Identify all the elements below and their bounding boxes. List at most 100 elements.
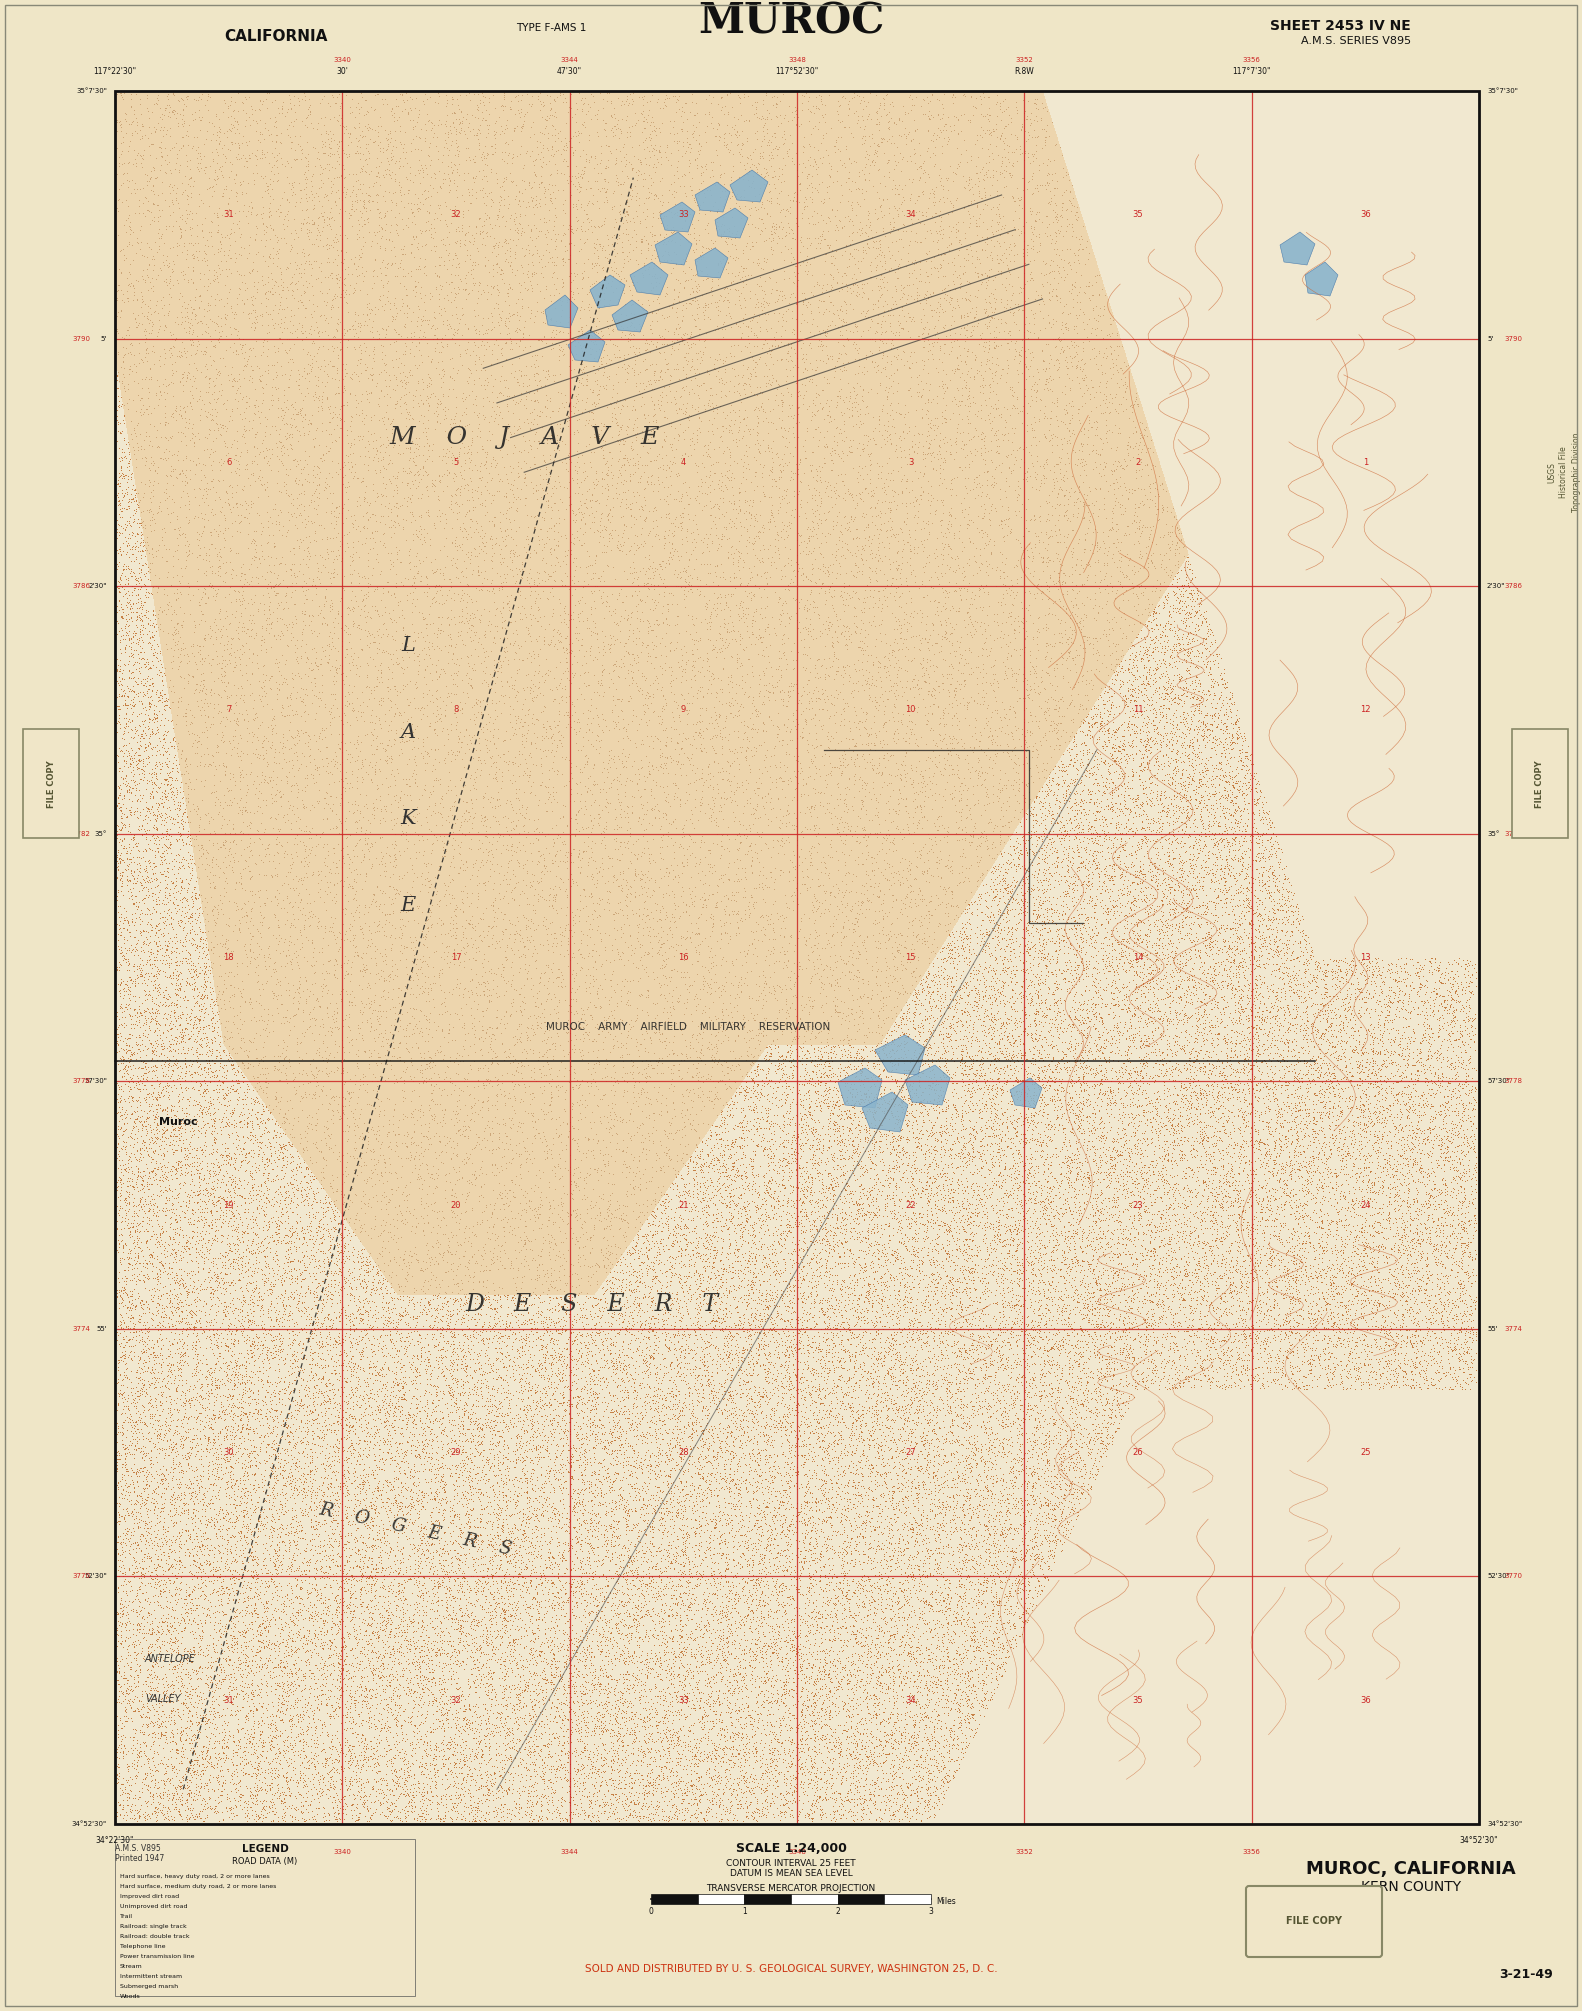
Text: MUROC, CALIFORNIA: MUROC, CALIFORNIA — [1307, 1860, 1516, 1878]
Text: 9: 9 — [680, 706, 687, 714]
Text: 3770: 3770 — [73, 1573, 90, 1579]
Text: 6: 6 — [226, 459, 231, 467]
Text: 3340: 3340 — [334, 1848, 351, 1854]
Text: 8: 8 — [454, 706, 459, 714]
Text: 35°: 35° — [1487, 831, 1500, 837]
Text: 3: 3 — [929, 1906, 933, 1916]
Text: 3782: 3782 — [1504, 831, 1522, 837]
Text: 11: 11 — [1133, 706, 1144, 714]
Text: 3774: 3774 — [73, 1325, 90, 1331]
Text: 5': 5' — [101, 336, 108, 342]
Text: 2'30": 2'30" — [1487, 583, 1506, 589]
Text: 55': 55' — [1487, 1325, 1498, 1331]
Text: 32: 32 — [451, 211, 462, 219]
Text: 3778: 3778 — [1504, 1078, 1522, 1084]
Polygon shape — [1305, 261, 1338, 296]
Text: 15: 15 — [905, 953, 916, 961]
Text: 12: 12 — [1361, 706, 1370, 714]
Text: Submerged marsh: Submerged marsh — [120, 1985, 179, 1989]
Text: 24: 24 — [1361, 1201, 1370, 1209]
Text: 2: 2 — [1136, 459, 1141, 467]
Text: 36: 36 — [1361, 1695, 1370, 1705]
Text: 28: 28 — [679, 1448, 688, 1458]
Text: 31: 31 — [223, 1695, 234, 1705]
FancyBboxPatch shape — [1512, 730, 1568, 839]
Text: CALIFORNIA: CALIFORNIA — [225, 28, 327, 44]
Polygon shape — [862, 1092, 908, 1132]
Text: 52'30": 52'30" — [84, 1573, 108, 1579]
Polygon shape — [630, 261, 668, 296]
Text: 20: 20 — [451, 1201, 462, 1209]
Text: 35°7'30": 35°7'30" — [76, 88, 108, 95]
Text: 34°52'30": 34°52'30" — [1460, 1836, 1498, 1844]
Text: 35: 35 — [1133, 211, 1144, 219]
Bar — [884, 1894, 930, 1904]
Text: FILE COPY: FILE COPY — [1536, 760, 1544, 808]
Text: 22: 22 — [905, 1201, 916, 1209]
Text: LEGEND: LEGEND — [242, 1844, 288, 1854]
Text: MUROC: MUROC — [698, 0, 884, 42]
Polygon shape — [1009, 1078, 1043, 1108]
Text: Intermittent stream: Intermittent stream — [120, 1975, 182, 1979]
Text: D    E    S    E    R    T: D E S E R T — [465, 1293, 718, 1315]
Polygon shape — [729, 171, 767, 201]
Text: FILE COPY: FILE COPY — [46, 760, 55, 808]
Text: Railroad: single track: Railroad: single track — [120, 1925, 187, 1929]
Text: 3786: 3786 — [73, 583, 90, 589]
Text: 3356: 3356 — [1243, 1848, 1261, 1854]
Text: 3782: 3782 — [73, 831, 90, 837]
Polygon shape — [715, 207, 748, 237]
Text: ANTELOPE: ANTELOPE — [146, 1655, 196, 1665]
Text: Trail: Trail — [120, 1914, 133, 1918]
Text: 18: 18 — [223, 953, 234, 961]
Text: 3348: 3348 — [788, 1848, 805, 1854]
Text: 47'30": 47'30" — [557, 66, 582, 76]
Text: 117°7'30": 117°7'30" — [1232, 66, 1270, 76]
Text: 10: 10 — [905, 706, 916, 714]
Text: SOLD AND DISTRIBUTED BY U. S. GEOLOGICAL SURVEY, WASHINGTON 25, D. C.: SOLD AND DISTRIBUTED BY U. S. GEOLOGICAL… — [585, 1965, 997, 1975]
Text: Hard surface, heavy duty road, 2 or more lanes: Hard surface, heavy duty road, 2 or more… — [120, 1874, 271, 1878]
Text: SCALE 1:24,000: SCALE 1:24,000 — [736, 1842, 846, 1854]
Text: 5: 5 — [454, 459, 459, 467]
Text: Hard surface, medium duty road, 2 or more lanes: Hard surface, medium duty road, 2 or mor… — [120, 1884, 277, 1888]
Polygon shape — [546, 296, 577, 328]
FancyBboxPatch shape — [24, 730, 79, 839]
Polygon shape — [612, 300, 649, 332]
Text: 4: 4 — [680, 459, 687, 467]
Text: Unimproved dirt road: Unimproved dirt road — [120, 1904, 188, 1908]
Text: 3790: 3790 — [73, 336, 90, 342]
Polygon shape — [694, 183, 729, 211]
Text: 13: 13 — [1361, 953, 1370, 961]
Text: 25: 25 — [1361, 1448, 1370, 1458]
Text: 7: 7 — [226, 706, 231, 714]
Text: 3348: 3348 — [788, 56, 805, 62]
Text: 3344: 3344 — [560, 56, 579, 62]
Text: 0: 0 — [649, 1906, 653, 1916]
Text: 3344: 3344 — [560, 1848, 579, 1854]
Bar — [115, 1838, 414, 1997]
Text: K: K — [400, 808, 416, 829]
Text: 3774: 3774 — [1504, 1325, 1522, 1331]
Text: 14: 14 — [1133, 953, 1144, 961]
Text: E: E — [400, 897, 416, 915]
Polygon shape — [1280, 231, 1315, 265]
Text: 30': 30' — [337, 66, 348, 76]
Text: 55': 55' — [97, 1325, 108, 1331]
Text: 19: 19 — [223, 1201, 234, 1209]
Text: FILE COPY: FILE COPY — [1286, 1916, 1342, 1927]
Text: 3786: 3786 — [1504, 583, 1522, 589]
Polygon shape — [838, 1068, 883, 1108]
Text: SHEET 2453 IV NE: SHEET 2453 IV NE — [1270, 18, 1411, 32]
Text: CONTOUR INTERVAL 25 FEET
DATUM IS MEAN SEA LEVEL: CONTOUR INTERVAL 25 FEET DATUM IS MEAN S… — [726, 1858, 856, 1878]
Bar — [115, 90, 1479, 1824]
Text: A.M.S. SERIES V895: A.M.S. SERIES V895 — [1300, 36, 1411, 46]
Polygon shape — [590, 276, 625, 308]
Bar — [745, 1894, 791, 1904]
Text: A.M.S. V895
Printed 1947: A.M.S. V895 Printed 1947 — [115, 1844, 165, 1864]
Text: 3-21-49: 3-21-49 — [1500, 1967, 1554, 1981]
Text: ROAD DATA (M): ROAD DATA (M) — [233, 1856, 297, 1866]
FancyBboxPatch shape — [1247, 1886, 1383, 1957]
Text: 35°: 35° — [95, 831, 108, 837]
Text: 2'30": 2'30" — [89, 583, 108, 589]
Text: 31: 31 — [223, 211, 234, 219]
